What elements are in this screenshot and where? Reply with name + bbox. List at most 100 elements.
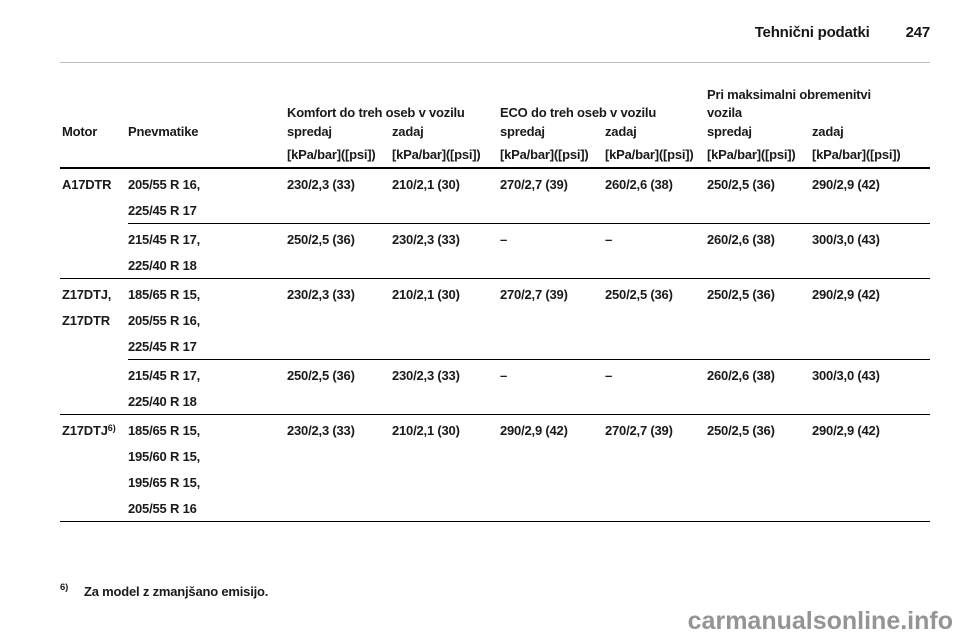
- eco-front-value: 290/2,9 (42): [500, 423, 568, 438]
- max-front-value: 250/2,5 (36): [707, 177, 775, 192]
- engine-group-z17dtj-z17dtr: Z17DTJ, Z17DTR 185/65 R 15, 205/55 R 16,…: [60, 279, 930, 415]
- max-front-value: 260/2,6 (38): [707, 232, 775, 247]
- motor-code: A17DTR: [62, 177, 112, 192]
- col-group-komfort: Komfort do treh oseb v vozilu: [287, 105, 465, 120]
- komfort-front-value: 250/2,5 (36): [287, 368, 355, 383]
- eco-rear-value: 260/2,6 (38): [605, 177, 673, 192]
- tire-size: 185/65 R 15,: [128, 287, 201, 302]
- eco-front-value: 270/2,7 (39): [500, 177, 568, 192]
- max-rear-value: 300/3,0 (43): [812, 368, 880, 383]
- footnote: 6) Za model z zmanjšano emisijo.: [60, 582, 269, 599]
- table-row: 205/55 R 16, 225/45 R 17 230/2,3 (33) 21…: [128, 169, 930, 223]
- tire-size: 195/60 R 15,: [128, 449, 201, 464]
- footnote-text: Za model z zmanjšano emisijo.: [84, 584, 269, 599]
- motor-code: Z17DTR: [62, 313, 110, 328]
- tire-size: 215/45 R 17,: [128, 232, 201, 247]
- komfort-rear-value: 210/2,1 (30): [392, 177, 460, 192]
- max-front-value: 250/2,5 (36): [707, 423, 775, 438]
- motor-cell: A17DTR: [62, 169, 128, 278]
- unit-label: [kPa/bar]([psi]): [812, 147, 901, 162]
- tire-sizes-cell: 215/45 R 17, 225/40 R 18: [128, 232, 287, 276]
- komfort-front-value: 230/2,3 (33): [287, 423, 355, 438]
- header-group-row: Komfort do treh oseb v vozilu ECO do tre…: [62, 80, 930, 122]
- unit-spacer: [62, 148, 128, 162]
- unit-label: [kPa/bar]([psi]): [287, 147, 376, 162]
- watermark-text: carmanualsonline.info: [687, 607, 953, 635]
- komfort-rear-value: 210/2,1 (30): [392, 287, 460, 302]
- unit-label: [kPa/bar]([psi]): [707, 147, 796, 162]
- header-unit-row: [kPa/bar]([psi]) [kPa/bar]([psi]) [kPa/b…: [62, 148, 930, 167]
- unit-spacer: [128, 148, 287, 162]
- tire-size: 205/55 R 16,: [128, 313, 201, 328]
- max-rear-value: 290/2,9 (42): [812, 423, 880, 438]
- col-header-komfort-front: spredaj: [287, 124, 332, 139]
- tire-size: 225/45 R 17: [128, 339, 197, 354]
- group-subrows: 205/55 R 16, 225/45 R 17 230/2,3 (33) 21…: [128, 169, 930, 278]
- table-row: 185/65 R 15, 195/60 R 15, 195/65 R 15, 2…: [128, 415, 930, 521]
- tire-size: 205/55 R 16,: [128, 177, 201, 192]
- unit-label: [kPa/bar]([psi]): [605, 147, 694, 162]
- eco-front-value: 270/2,7 (39): [500, 287, 568, 302]
- page-title: Tehnični podatki: [754, 24, 870, 41]
- eco-rear-value: –: [605, 368, 613, 383]
- header-label-row: Motor Pnevmatike spredaj zadaj spredaj z…: [62, 125, 930, 139]
- tire-pressure-table: Komfort do treh oseb v vozilu ECO do tre…: [60, 80, 930, 522]
- table-row: 185/65 R 15, 205/55 R 16, 225/45 R 17 23…: [128, 279, 930, 359]
- eco-rear-value: –: [605, 232, 613, 247]
- tire-size: 215/45 R 17,: [128, 368, 201, 383]
- col-group-eco: ECO do treh oseb v vozilu: [500, 105, 657, 120]
- max-front-value: 250/2,5 (36): [707, 287, 775, 302]
- col-header-eco-rear: zadaj: [605, 124, 637, 139]
- footnote-marker: 6): [60, 582, 69, 593]
- table-row: 215/45 R 17, 225/40 R 18 250/2,5 (36) 23…: [128, 223, 930, 278]
- komfort-front-value: 230/2,3 (33): [287, 177, 355, 192]
- komfort-front-value: 230/2,3 (33): [287, 287, 355, 302]
- tire-sizes-cell: 215/45 R 17, 225/40 R 18: [128, 368, 287, 412]
- tire-size: 225/40 R 18: [128, 394, 197, 409]
- eco-rear-value: 250/2,5 (36): [605, 287, 673, 302]
- col-group-max-load-label: Pri maksimalni obremenitvi vozila: [707, 87, 871, 120]
- table-header: Komfort do treh oseb v vozilu ECO do tre…: [60, 80, 930, 169]
- motor-cell: Z17DTJ6): [62, 415, 128, 521]
- tire-sizes-cell: 185/65 R 15, 195/60 R 15, 195/65 R 15, 2…: [128, 423, 287, 519]
- unit-label: [kPa/bar]([psi]): [392, 147, 481, 162]
- komfort-rear-value: 210/2,1 (30): [392, 423, 460, 438]
- max-rear-value: 290/2,9 (42): [812, 177, 880, 192]
- tire-size: 185/65 R 15,: [128, 423, 201, 438]
- komfort-rear-value: 230/2,3 (33): [392, 232, 460, 247]
- col-header-max-front: spredaj: [707, 124, 752, 139]
- max-rear-value: 290/2,9 (42): [812, 287, 880, 302]
- running-head: Tehnični podatki 247: [60, 24, 931, 41]
- komfort-front-value: 250/2,5 (36): [287, 232, 355, 247]
- col-header-pnevmatike: Pnevmatike: [128, 124, 199, 139]
- engine-group-z17dtj-reduced-emission: Z17DTJ6) 185/65 R 15, 195/60 R 15, 195/6…: [60, 415, 930, 522]
- motor-code: Z17DTJ6): [62, 423, 128, 449]
- eco-front-value: –: [500, 368, 508, 383]
- group-subrows: 185/65 R 15, 205/55 R 16, 225/45 R 17 23…: [128, 279, 930, 414]
- col-header-motor: Motor: [62, 124, 98, 139]
- max-front-value: 260/2,6 (38): [707, 368, 775, 383]
- group-subrows: 185/65 R 15, 195/60 R 15, 195/65 R 15, 2…: [128, 415, 930, 521]
- col-header-komfort-rear: zadaj: [392, 124, 424, 139]
- motor-cell: Z17DTJ, Z17DTR: [62, 279, 128, 414]
- tire-size: 225/40 R 18: [128, 258, 197, 273]
- tire-size: 195/65 R 15,: [128, 475, 201, 490]
- page-number: 247: [905, 24, 931, 41]
- engine-group-a17dtr: A17DTR 205/55 R 16, 225/45 R 17 230/2,3 …: [60, 169, 930, 279]
- col-header-eco-front: spredaj: [500, 124, 545, 139]
- komfort-rear-value: 230/2,3 (33): [392, 368, 460, 383]
- table-row: 215/45 R 17, 225/40 R 18 250/2,5 (36) 23…: [128, 359, 930, 414]
- header-rule: [60, 62, 930, 63]
- tire-size: 205/55 R 16: [128, 501, 197, 516]
- footnote-reference: 6): [107, 423, 116, 433]
- eco-front-value: –: [500, 232, 508, 247]
- col-group-max-load: Pri maksimalni obremenitvi vozila: [707, 86, 930, 122]
- tire-sizes-cell: 185/65 R 15, 205/55 R 16, 225/45 R 17: [128, 287, 287, 357]
- col-header-max-rear: zadaj: [812, 124, 844, 139]
- unit-label: [kPa/bar]([psi]): [500, 147, 589, 162]
- tire-sizes-cell: 205/55 R 16, 225/45 R 17: [128, 177, 287, 221]
- max-rear-value: 300/3,0 (43): [812, 232, 880, 247]
- motor-code: Z17DTJ,: [62, 287, 112, 302]
- eco-rear-value: 270/2,7 (39): [605, 423, 673, 438]
